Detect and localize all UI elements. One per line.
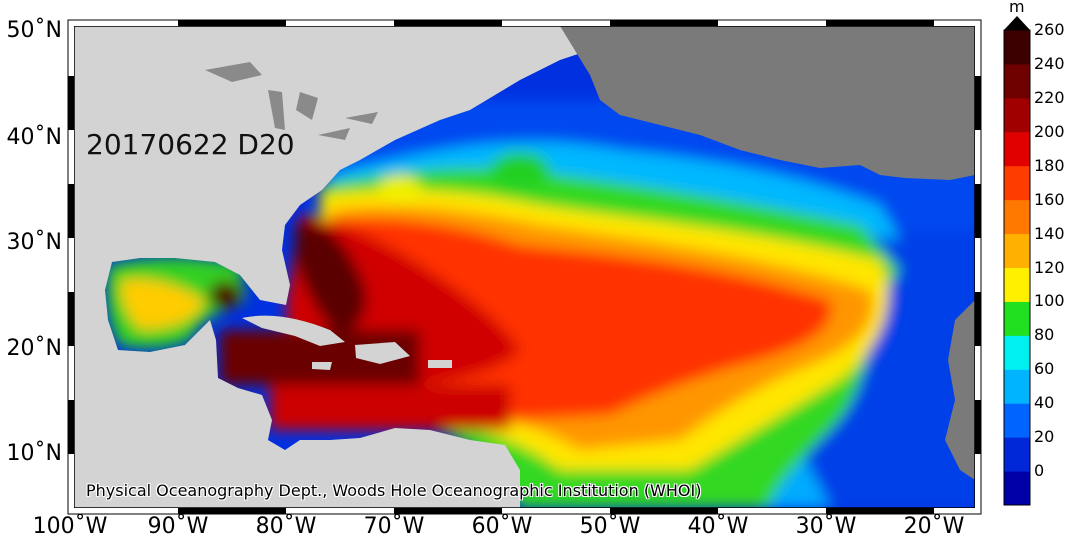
lat-label-40n: 40˚N	[6, 125, 62, 150]
colorbar-tick-label: 120	[1034, 257, 1065, 277]
colorbar-swatch	[1004, 301, 1030, 336]
colorbar-swatch	[1004, 30, 1030, 65]
colorbar-tick-label: 260	[1034, 20, 1065, 39]
lon-label-30w: 30˚W	[795, 514, 857, 539]
lon-label-20w: 20˚W	[903, 514, 965, 539]
jamaica-island	[312, 362, 332, 370]
lon-label-90w: 90˚W	[147, 514, 209, 539]
north-america-land	[74, 26, 560, 508]
colorbar-tick-label: 240	[1034, 53, 1065, 73]
lon-label-50w: 50˚W	[579, 514, 641, 539]
colorbar-swatch	[1004, 403, 1030, 438]
map-border	[67, 19, 982, 515]
colorbar-tick-label: 60	[1034, 359, 1055, 379]
lon-label-40w: 40˚W	[687, 514, 749, 539]
map-credit-label: Physical Oceanography Dept., Woods Hole …	[86, 481, 702, 500]
colorbar-swatch	[1004, 233, 1030, 268]
europe-africa-land	[560, 26, 975, 180]
colorbar-swatch	[1004, 335, 1030, 370]
hispaniola-island	[355, 342, 410, 364]
colorbar-tick-label: 40	[1034, 393, 1055, 413]
lat-label-20n: 20˚N	[6, 336, 62, 361]
great-lakes	[205, 62, 378, 140]
colorbar-tick-label: 80	[1034, 325, 1055, 345]
colorbar-tick-label: 0	[1034, 461, 1045, 481]
lon-label-100w: 100˚W	[32, 514, 108, 539]
colorbar-swatch	[1004, 369, 1030, 404]
colorbar-tick-label: 180	[1034, 155, 1065, 175]
lon-label-80w: 80˚W	[255, 514, 317, 539]
colorbar-tick-label: 140	[1034, 223, 1065, 243]
colorbar-swatch	[1004, 267, 1030, 302]
colorbar-tick-label: 160	[1034, 189, 1065, 209]
colorbar-tick-label: 100	[1034, 291, 1065, 311]
colorbar-tick-label: 220	[1034, 87, 1065, 107]
colorbar-tick-label: 20	[1034, 427, 1055, 447]
colorbar-arrow	[1004, 16, 1030, 30]
colorbar-swatch	[1004, 97, 1030, 133]
cuba-island	[242, 315, 345, 346]
lat-label-30n: 30˚N	[6, 230, 62, 255]
lat-label-10n: 10˚N	[6, 441, 62, 466]
lon-label-60w: 60˚W	[471, 514, 533, 539]
colorbar-swatch	[1004, 199, 1030, 235]
colorbar	[1003, 16, 1031, 506]
colorbar-swatch	[1004, 131, 1030, 167]
colorbar-tick-label: 200	[1034, 121, 1065, 141]
map-plot-area	[74, 26, 975, 508]
map-date-label: 20170622 D20	[86, 128, 295, 161]
colorbar-swatch	[1004, 437, 1030, 472]
colorbar-swatch	[1004, 63, 1030, 99]
colorbar-frame	[1003, 29, 1031, 506]
puerto-rico-island	[428, 360, 452, 368]
colorbar-swatch	[1004, 471, 1030, 506]
colorbar-unit-label: m	[1009, 0, 1025, 16]
lon-label-70w: 70˚W	[363, 514, 425, 539]
lat-label-50n: 50˚N	[6, 18, 62, 43]
colorbar-swatch	[1004, 165, 1030, 201]
africa-land	[945, 300, 975, 480]
